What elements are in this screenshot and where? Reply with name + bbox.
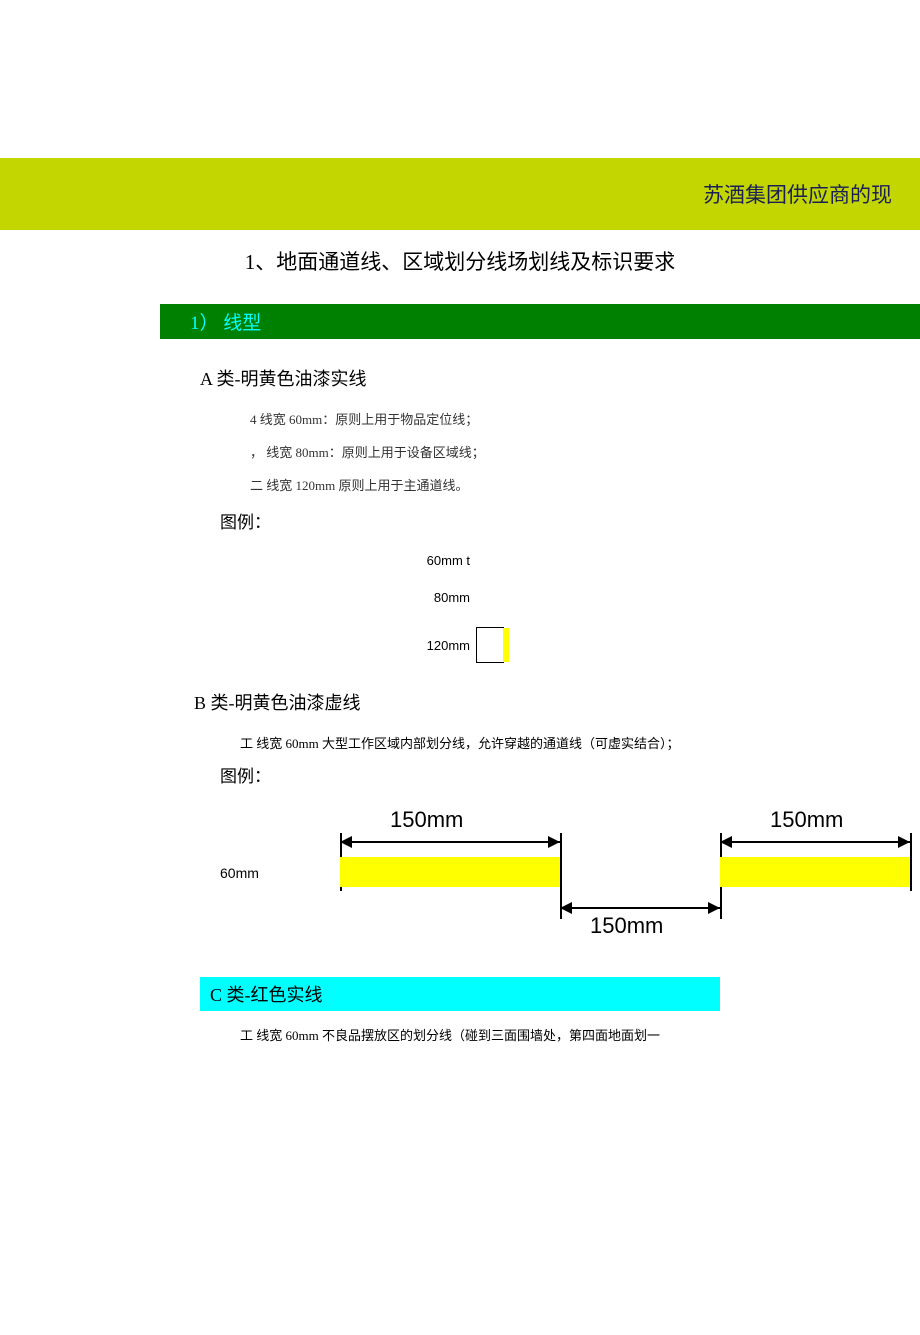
diagram-top-right-label: 150mm [770, 807, 843, 833]
diagram-side-label: 60mm [220, 865, 259, 881]
type-c-heading-bar: C 类-红色实线 [200, 977, 720, 1011]
type-a-heading: A 类-明黄色油漆实线 [200, 365, 860, 391]
type-b-heading: B 类-明黄色油漆虚线 [194, 689, 860, 715]
type-a-item-3: 二 线宽 120mm 原则上用于主通道线。 [250, 475, 860, 494]
type-a-item-2: ， 线宽 80mm：原则上用于设备区域线； [250, 442, 860, 461]
type-c-desc: 工 线宽 60mm 不良品摆放区的划分线（碰到三面围墙处，第四面地面划一 [240, 1025, 860, 1044]
example-row-80: 80mm [400, 590, 860, 605]
diagram-bottom-label: 150mm [590, 913, 663, 939]
header-banner: 苏酒集团供应商的现 [0, 158, 920, 230]
type-b-desc: 工 线宽 60mm 大型工作区域内部划分线，允许穿越的通道线（可虚实结合）； [240, 733, 860, 752]
arrow-top-right [720, 841, 910, 843]
diagram-top-left-label: 150mm [390, 807, 463, 833]
section-1-bar: 1） 线型 [160, 304, 920, 339]
row-120-icon [476, 627, 504, 663]
dash-segment-left [340, 857, 560, 887]
type-b-legend: 图例： [220, 762, 860, 787]
row-120-label: 120mm [400, 638, 470, 653]
row-80-label: 80mm [400, 590, 470, 605]
type-c-heading: C 类-红色实线 [210, 985, 323, 1005]
banner-title: 苏酒集团供应商的现 [703, 179, 892, 209]
section-1-label: 1） 线型 [190, 313, 261, 334]
example-row-60: 60mm t [400, 553, 860, 568]
arrow-top-left [340, 841, 560, 843]
tick-4 [910, 833, 912, 891]
type-a-legend: 图例： [220, 508, 860, 533]
type-a-item-1: 4 线宽 60mm：原则上用于物品定位线； [250, 409, 860, 428]
row-60-label: 60mm t [400, 553, 470, 568]
type-b-diagram: 60mm 150mm 150mm 150mm [160, 807, 860, 937]
arrow-bottom [560, 907, 720, 909]
main-title: 1、地面通道线、区域划分线场划线及标识要求 [0, 246, 920, 276]
dash-segment-right [720, 857, 910, 887]
document-page: 苏酒集团供应商的现 1、地面通道线、区域划分线场划线及标识要求 1） 线型 A … [0, 0, 920, 1044]
example-row-120: 120mm [400, 627, 860, 663]
type-a-example: 60mm t 80mm 120mm [400, 553, 860, 663]
content-body: A 类-明黄色油漆实线 4 线宽 60mm：原则上用于物品定位线； ， 线宽 8… [200, 365, 860, 1044]
